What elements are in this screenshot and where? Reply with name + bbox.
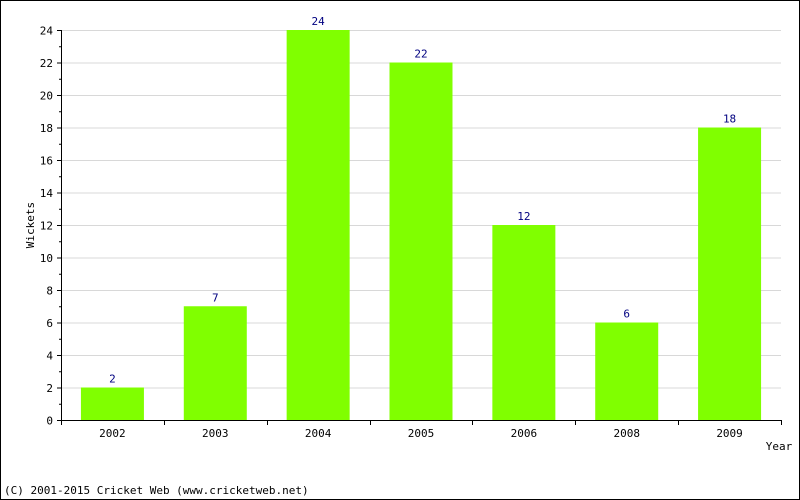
x-tick-label: 2008 bbox=[613, 427, 640, 440]
y-tick-label: 0 bbox=[46, 415, 53, 428]
data-label: 22 bbox=[414, 48, 427, 61]
x-tick-label: 2003 bbox=[202, 427, 229, 440]
y-tick-label: 4 bbox=[46, 350, 53, 363]
y-tick-label: 10 bbox=[40, 252, 53, 265]
data-label: 2 bbox=[109, 373, 116, 386]
x-tick-label: 2002 bbox=[99, 427, 126, 440]
x-tick-label: 2006 bbox=[511, 427, 538, 440]
data-label: 18 bbox=[723, 113, 736, 126]
data-label: 6 bbox=[623, 308, 630, 321]
y-tick-label: 12 bbox=[40, 220, 53, 233]
y-tick-label: 8 bbox=[46, 285, 53, 298]
x-tick-label: 2004 bbox=[305, 427, 332, 440]
x-axis-title: Year bbox=[766, 440, 793, 453]
bar bbox=[286, 30, 350, 420]
data-label: 12 bbox=[517, 210, 530, 223]
bar bbox=[595, 322, 659, 420]
bar bbox=[183, 306, 247, 420]
y-tick-label: 2 bbox=[46, 382, 53, 395]
y-tick-label: 18 bbox=[40, 122, 53, 135]
y-axis-title: Wickets bbox=[24, 202, 37, 248]
x-tick-label: 2009 bbox=[716, 427, 743, 440]
copyright-footer: (C) 2001-2015 Cricket Web (www.cricketwe… bbox=[4, 484, 309, 497]
bar bbox=[492, 225, 556, 420]
y-tick-label: 14 bbox=[40, 187, 54, 200]
y-tick-label: 16 bbox=[40, 155, 53, 168]
bar bbox=[80, 387, 144, 420]
y-tick-label: 22 bbox=[40, 57, 53, 70]
bar bbox=[389, 62, 453, 420]
x-tick-label: 2005 bbox=[408, 427, 435, 440]
y-tick-label: 6 bbox=[46, 317, 53, 330]
y-tick-label: 24 bbox=[40, 25, 54, 38]
bar bbox=[698, 127, 762, 420]
y-tick-label: 20 bbox=[40, 90, 53, 103]
data-label: 7 bbox=[212, 291, 219, 304]
data-label: 24 bbox=[312, 15, 326, 28]
